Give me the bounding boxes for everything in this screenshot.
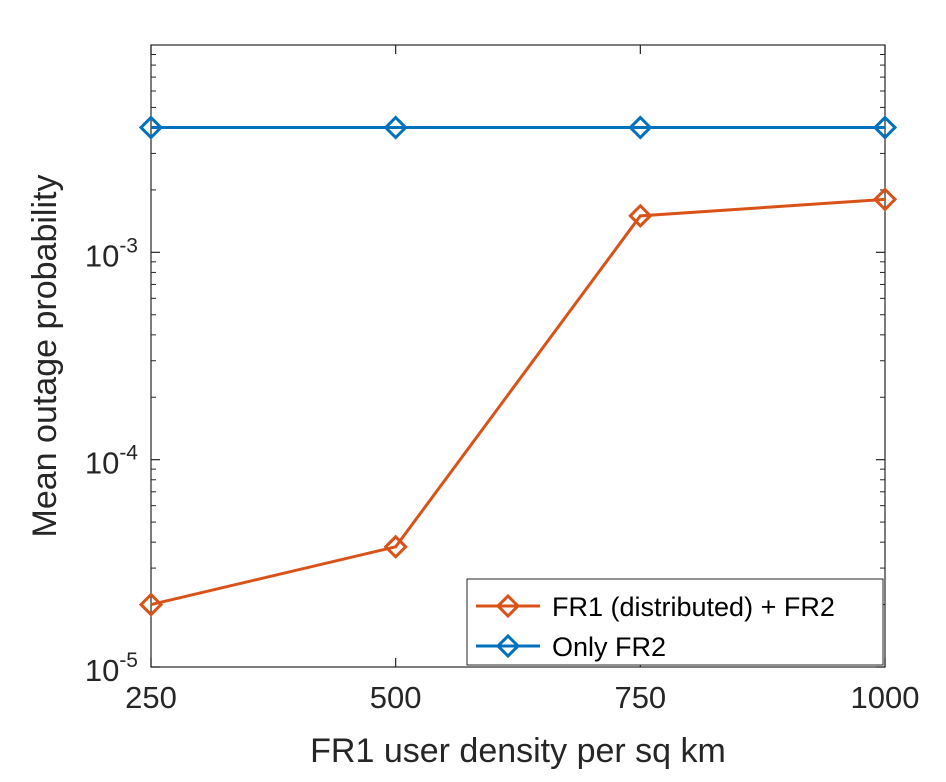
- plot-area: [151, 45, 885, 667]
- x-tick-label: 250: [125, 680, 177, 715]
- y-tick-label: 10-3: [85, 234, 138, 273]
- data-point-marker: [628, 115, 653, 140]
- legend-label: Only FR2: [552, 632, 666, 662]
- series-2: [138, 115, 898, 140]
- legend-entries: FR1 (distributed) + FR2 Only FR2: [476, 592, 835, 662]
- y-tick-label: 10-5: [85, 649, 138, 688]
- x-tick-labels: 250 500 750 1000: [125, 680, 919, 715]
- x-axis-label: FR1 user density per sq km: [310, 732, 726, 770]
- data-point-marker: [383, 115, 408, 140]
- legend-marker: [495, 633, 521, 659]
- y-tick-exponent: -4: [119, 442, 138, 465]
- y-tick-base: 10: [85, 446, 119, 481]
- data-point-marker: [138, 592, 164, 617]
- legend-marker: [495, 593, 521, 619]
- y-tick-labels: 10-510-410-3: [85, 234, 138, 688]
- legend-box: [466, 578, 884, 666]
- legend-entry: FR1 (distributed) + FR2: [476, 592, 835, 622]
- legend: FR1 (distributed) + FR2 Only FR2: [466, 578, 884, 666]
- legend-entry: Only FR2: [476, 632, 666, 662]
- y-tick-exponent: -5: [119, 649, 138, 672]
- series-1: [138, 187, 898, 617]
- y-axis-label: Mean outage probability: [26, 175, 64, 538]
- y-tick-label: 10-4: [85, 442, 138, 481]
- data-point-marker: [383, 534, 408, 559]
- data-point-marker: [872, 115, 898, 140]
- data-point-marker: [138, 115, 164, 140]
- legend-label: FR1 (distributed) + FR2: [552, 592, 835, 622]
- x-tick-label: 750: [614, 680, 666, 715]
- plot-frame: [150, 44, 886, 668]
- x-tick-label: 1000: [851, 680, 920, 715]
- series-line: [150, 197, 886, 607]
- y-tick-base: 10: [85, 238, 119, 273]
- x-tick-label: 500: [370, 680, 422, 715]
- data-point-marker: [872, 187, 898, 212]
- y-tick-base: 10: [85, 653, 119, 688]
- series-layer: [138, 115, 898, 617]
- y-tick-exponent: -3: [119, 234, 138, 257]
- data-point-marker: [628, 203, 653, 228]
